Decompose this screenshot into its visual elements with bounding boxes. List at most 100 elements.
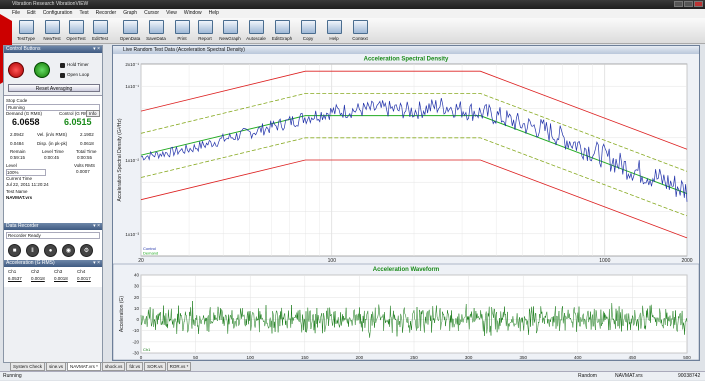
asd-y-tick: 1x10⁻²	[125, 158, 139, 163]
toolbar-report-button[interactable]: Report	[193, 19, 217, 43]
asd-x-tick: 20	[138, 258, 144, 264]
asd-y-label: Acceleration Spectral Density (G²/Hz)	[117, 118, 123, 201]
tab-0[interactable]: System Check	[10, 362, 46, 371]
close-icon[interactable]: ▾ ×	[93, 46, 100, 52]
toolbar-context-button[interactable]: Context	[348, 19, 372, 43]
tab-5[interactable]: SOR.vs	[144, 362, 166, 371]
toolbar-opentest-button[interactable]: OpenTest	[64, 19, 88, 43]
pause-icon[interactable]: ‖	[26, 244, 39, 257]
status-code: 90038742	[678, 373, 701, 379]
waveform-y-tick: 10	[134, 306, 140, 311]
waveform-y-tick: -20	[132, 339, 139, 344]
menu-cursor[interactable]: Cursor	[144, 10, 160, 16]
asd-y-tick: 2x10⁻¹	[125, 62, 139, 67]
open-data-icon	[122, 20, 138, 34]
toolbar-label: EditTest	[91, 36, 108, 41]
close-icon[interactable]: ▾ ×	[93, 260, 100, 266]
control-value: 6.0515	[64, 117, 92, 127]
asd-legend-control: Control	[143, 246, 156, 251]
tab-3[interactable]: shock.vs	[101, 362, 126, 371]
ch2-header: Ch2	[31, 269, 40, 274]
help-icon	[326, 20, 342, 34]
close-icon[interactable]: ▾ ×	[93, 223, 100, 229]
title-bar: Vibration Research VibrationVIEW	[0, 0, 705, 9]
toolbar-opendata-button[interactable]: OpenData	[118, 19, 142, 43]
toolbar-autoscale-button[interactable]: Autoscale	[244, 19, 268, 43]
waveform-legend-ch1: Ch1	[143, 347, 151, 352]
recorder-state: Recorder Ready	[6, 232, 100, 239]
toolbar-help-button[interactable]: Help	[322, 19, 346, 43]
menu-test[interactable]: Test	[79, 10, 89, 16]
toolbar-newgraph-button[interactable]: NewGraph	[218, 19, 242, 43]
toolbar-newtest-button[interactable]: NewTest	[40, 19, 64, 43]
left-panel: Control Buttons ▾ × Hold Timer Open Loop…	[3, 45, 103, 363]
window-controls	[674, 1, 703, 8]
open-loop-label: Open Loop	[67, 72, 90, 77]
record-icon[interactable]: ●	[44, 244, 57, 257]
status-text: Running	[3, 373, 22, 379]
ch4-header: Ch4	[77, 269, 86, 274]
tab-6[interactable]: ROR.vs *	[166, 362, 192, 371]
asd-alarm-low-line	[140, 137, 688, 217]
status-file: NAVMAT.vrs	[615, 373, 643, 379]
waveform-y-tick: 40	[134, 273, 140, 278]
velocity-label: Vel. (in/s RMS)	[37, 132, 68, 137]
open-loop-button[interactable]	[60, 73, 65, 78]
toolbar-edittest-button[interactable]: EditTest	[88, 19, 112, 43]
menu-edit[interactable]: Edit	[27, 10, 36, 16]
toolbar-label: Context	[352, 36, 368, 41]
waveform-x-tick: 500	[683, 355, 691, 360]
tab-4[interactable]: fdr.vs	[126, 362, 144, 371]
toolbar-copy-button[interactable]: Copy	[296, 19, 320, 43]
menu-help[interactable]: Help	[208, 10, 219, 16]
menu-bar: File Edit Configuration Test Recorder Gr…	[0, 9, 705, 18]
ch3-value: 0.0018	[54, 276, 68, 281]
window-title: Vibration Research VibrationVIEW	[12, 1, 89, 7]
toolbar-label: Autoscale	[246, 36, 266, 41]
waveform-y-tick: -10	[132, 328, 139, 333]
remain-value: 0:59:15	[10, 155, 26, 160]
asd-alarm-high-line	[140, 93, 688, 172]
control-label: Control (G RMS)	[59, 111, 93, 116]
minimize-button[interactable]	[674, 1, 683, 7]
close-button[interactable]	[694, 1, 703, 7]
record-options-icon[interactable]: ⚙	[80, 244, 93, 257]
menu-configuration[interactable]: Configuration	[42, 10, 73, 16]
reset-averaging-button[interactable]: Reset Averaging	[8, 84, 100, 92]
level-label: Level	[6, 163, 17, 168]
demand-label: Demand (G RMS)	[6, 111, 43, 116]
toolbar-editgraph-button[interactable]: EditGraph	[270, 19, 294, 43]
graph-window: Live Random Test Data (Acceleration Spec…	[112, 45, 700, 361]
waveform-x-tick: 300	[465, 355, 473, 360]
status-bar: Running Random NAVMAT.vrs 90038742	[0, 371, 705, 380]
menu-window[interactable]: Window	[183, 10, 202, 16]
info-button[interactable]: Info	[86, 110, 100, 117]
save-data-icon	[148, 20, 164, 34]
waveform-y-tick: 0	[136, 317, 139, 322]
menu-recorder[interactable]: Recorder	[95, 10, 117, 16]
stop-button[interactable]	[8, 62, 24, 78]
waveform-x-tick: 100	[246, 355, 254, 360]
waveform-x-tick: 50	[193, 355, 199, 360]
tab-2[interactable]: NAVMAT.vrs *	[67, 362, 101, 371]
toolbar-savedata-button[interactable]: SaveData	[144, 19, 168, 43]
menu-view[interactable]: View	[166, 10, 177, 16]
menu-file[interactable]: File	[12, 10, 21, 16]
total-time-value: 0:00:55	[77, 155, 93, 160]
tab-1[interactable]: sine.vs	[46, 362, 67, 371]
record-all-icon[interactable]: ◉	[62, 244, 75, 257]
toolbar-print-button[interactable]: Print	[170, 19, 194, 43]
level-value: 100%	[6, 169, 46, 176]
edit-graph-icon	[274, 20, 290, 34]
ch1-value: 6.0537	[8, 276, 22, 281]
maximize-button[interactable]	[684, 1, 693, 7]
hold-timer-button[interactable]	[60, 63, 65, 68]
ch3-header: Ch3	[54, 269, 63, 274]
displacement-label: Disp. (in pk-pk)	[37, 141, 68, 146]
toolbar-testtype-button[interactable]: TestType	[14, 19, 38, 43]
waveform-y-tick: -30	[132, 351, 139, 356]
start-button[interactable]	[34, 62, 50, 78]
toolbar-label: Print	[177, 36, 187, 41]
menu-graph[interactable]: Graph	[123, 10, 138, 16]
record-stop-icon[interactable]: ■	[8, 244, 21, 257]
